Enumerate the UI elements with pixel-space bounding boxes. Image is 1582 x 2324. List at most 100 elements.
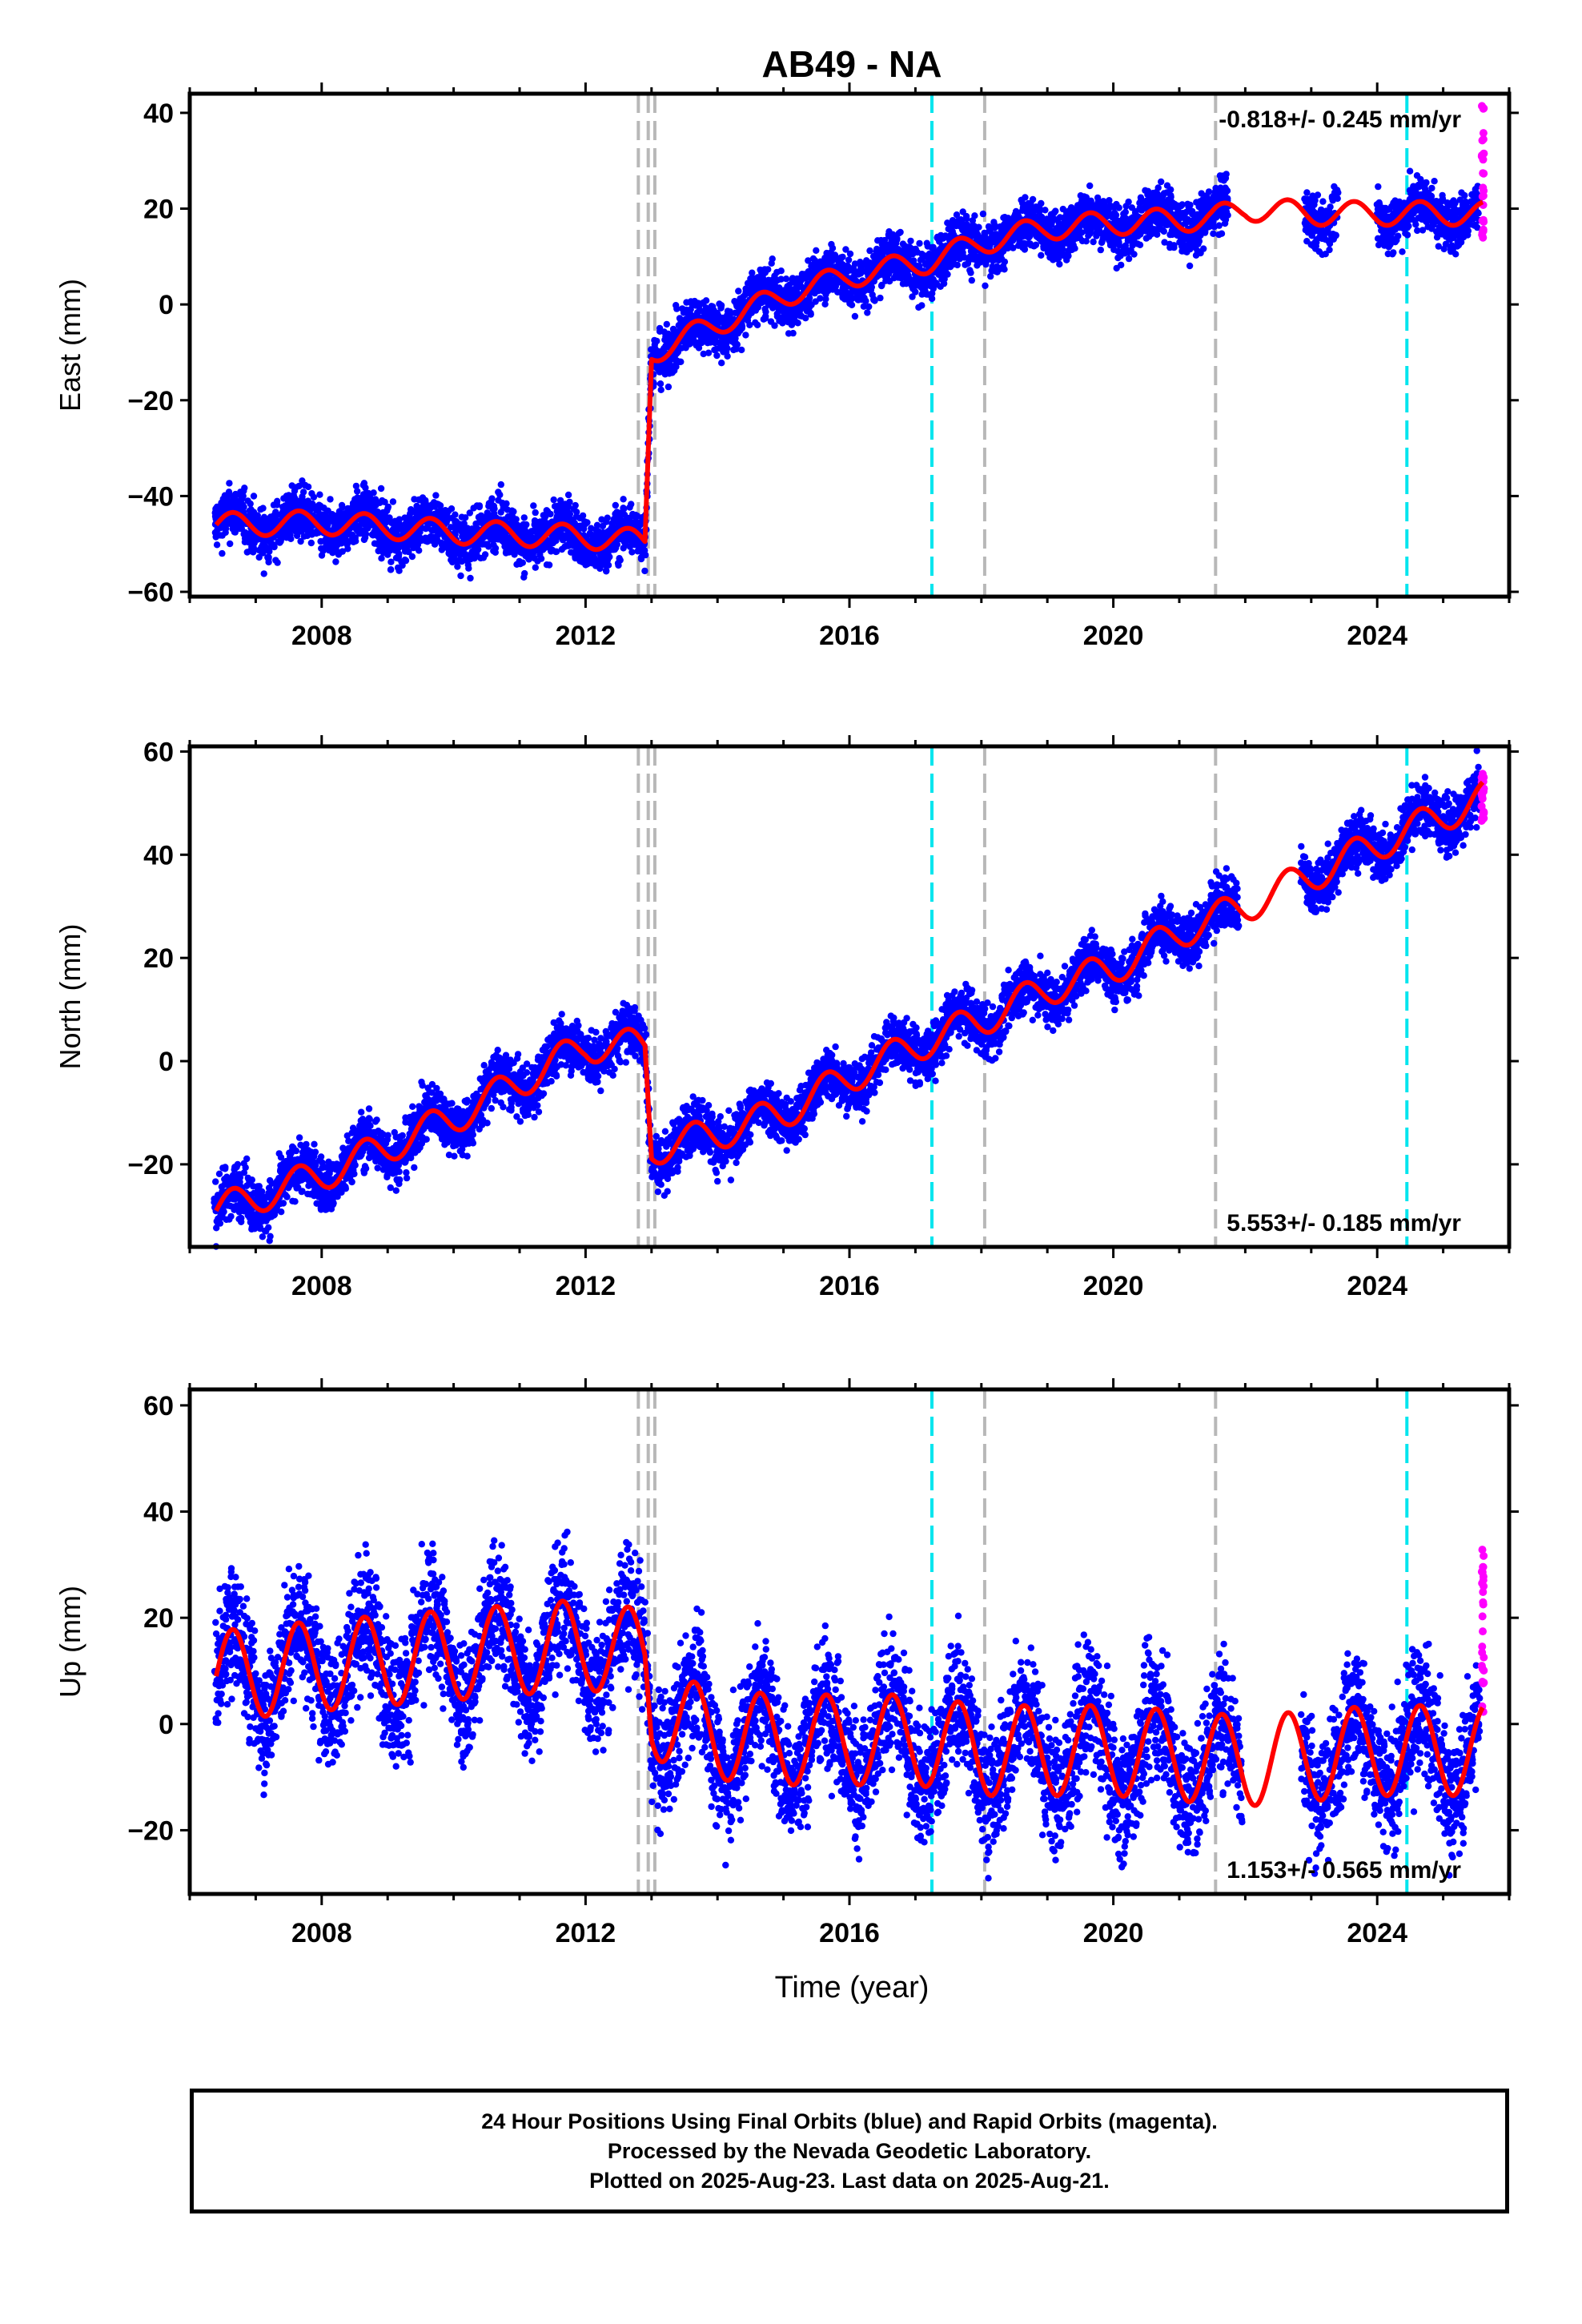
data-point (789, 329, 797, 337)
data-point (476, 502, 484, 509)
data-point (893, 236, 901, 243)
data-point (1052, 207, 1059, 215)
data-point (377, 485, 385, 493)
data-point (1160, 227, 1168, 235)
data-point (512, 516, 520, 523)
data-point (378, 555, 385, 562)
data-point (738, 324, 745, 332)
data-point (510, 508, 517, 515)
data-point (762, 308, 769, 316)
data-point (724, 344, 731, 352)
data-point (222, 525, 230, 533)
data-point (656, 380, 665, 388)
data-point (519, 559, 526, 566)
data-point (1118, 261, 1125, 269)
data-point (769, 255, 776, 263)
data-point (1210, 230, 1217, 237)
data-point (386, 514, 393, 521)
data-point (310, 493, 318, 501)
data-point (545, 561, 553, 569)
data-point (399, 561, 406, 569)
data-point (864, 309, 871, 316)
data-point (907, 237, 914, 245)
data-point (620, 505, 627, 512)
data-point (213, 541, 221, 549)
data-point (705, 349, 713, 356)
data-point (488, 495, 496, 502)
data-point (530, 502, 537, 509)
data-point (452, 511, 459, 518)
data-point (1112, 211, 1120, 219)
data-point (653, 337, 661, 345)
data-point (1200, 245, 1207, 252)
data-point (1071, 245, 1078, 252)
data-point (496, 491, 504, 499)
data-point (604, 514, 611, 521)
data-point (753, 321, 761, 328)
data-point (641, 567, 648, 575)
data-point (1332, 231, 1339, 239)
data-point (604, 561, 612, 569)
data-point (954, 261, 962, 269)
data-point (918, 302, 926, 309)
data-point (573, 509, 580, 516)
data-point (550, 496, 557, 504)
data-point (677, 358, 685, 365)
data-point (866, 247, 873, 255)
data-point (481, 551, 489, 558)
data-point (628, 501, 635, 508)
data-point (1334, 195, 1341, 203)
data-point (584, 519, 591, 526)
data-point (271, 543, 278, 551)
data-point (642, 551, 649, 559)
data-point (897, 228, 904, 236)
data-point (851, 312, 859, 320)
data-point (304, 483, 312, 491)
data-point (1097, 246, 1105, 254)
data-point (1215, 222, 1223, 229)
data-point (416, 534, 424, 541)
data-point (963, 215, 970, 223)
data-point (1303, 189, 1311, 196)
data-point (245, 537, 252, 544)
data-point (979, 210, 987, 218)
data-point (327, 496, 334, 503)
data-point (537, 555, 545, 562)
data-point (552, 548, 560, 556)
data-point (718, 360, 725, 367)
data-point (794, 320, 801, 327)
data-point (381, 498, 388, 506)
data-point (665, 383, 673, 391)
data-point (332, 558, 339, 565)
data-point (416, 547, 423, 554)
data-point (225, 489, 233, 496)
data-point (673, 302, 680, 309)
data-point (1167, 186, 1174, 193)
data-point (603, 568, 610, 575)
data-point (829, 244, 837, 252)
data-point (293, 532, 301, 540)
data-point (724, 352, 731, 360)
data-point (1125, 198, 1132, 206)
data-point (497, 480, 504, 489)
data-point (1130, 251, 1138, 258)
data-point (1326, 246, 1333, 254)
east-final-orbit-points (211, 167, 1484, 582)
data-point (1390, 249, 1397, 256)
data-point (352, 482, 360, 490)
data-point (1090, 238, 1097, 246)
data-point (396, 516, 403, 523)
data-point (239, 493, 247, 500)
data-point (612, 501, 619, 509)
data-point (432, 492, 440, 499)
data-point (547, 510, 554, 518)
data-point (408, 553, 416, 561)
data-point (299, 489, 307, 496)
data-point (1001, 258, 1009, 266)
data-point (928, 295, 936, 303)
data-point (1032, 241, 1040, 248)
data-point (628, 549, 636, 556)
data-point (733, 341, 741, 348)
